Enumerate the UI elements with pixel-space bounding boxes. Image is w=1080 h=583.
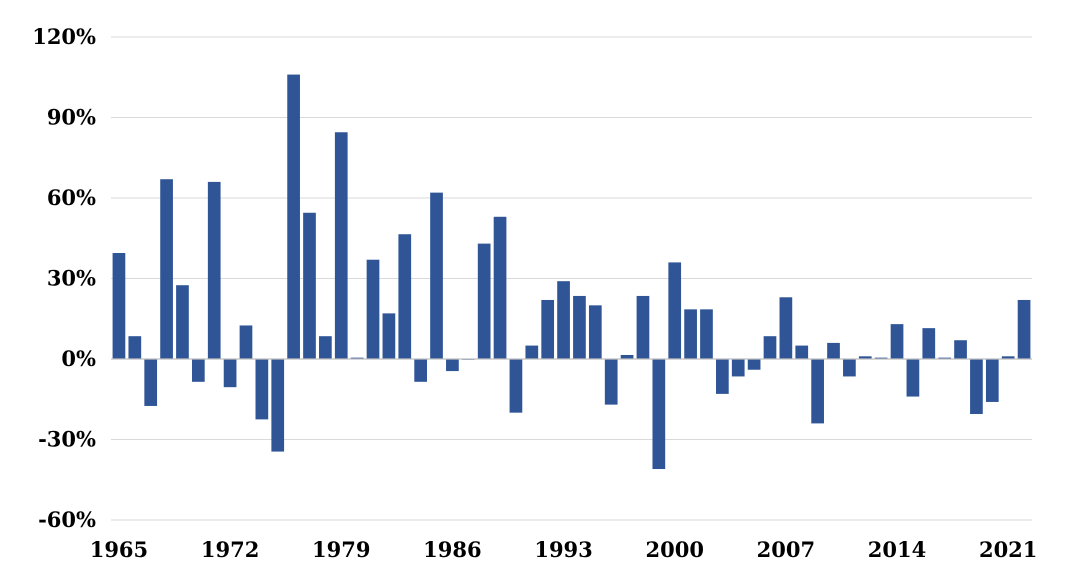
bar-2003 (716, 359, 729, 394)
bar-2017 (938, 357, 952, 359)
x-tick-label: 1965 (90, 537, 148, 562)
bar-1993 (557, 281, 570, 359)
x-tick-label: 2007 (757, 537, 815, 562)
bar-1975 (271, 359, 285, 452)
bar-1973 (239, 325, 253, 359)
bar-1965 (112, 253, 126, 359)
bar-1996 (604, 359, 618, 405)
bar-2020 (985, 359, 999, 402)
bar-1978 (319, 336, 332, 359)
bar-1994 (573, 295, 586, 359)
bar-2013 (874, 357, 888, 359)
y-tick-label: -30% (38, 427, 96, 452)
bar-1969 (176, 285, 189, 359)
bar-2014 (890, 324, 904, 359)
y-tick-label: 120% (32, 24, 96, 49)
y-axis-ticks: -60% -30% 0% 30% 60% 90% 120% (32, 24, 96, 532)
bar-1971 (207, 181, 221, 359)
x-tick-label: 2000 (645, 537, 703, 562)
x-tick-label: 1993 (534, 537, 592, 562)
x-tick-label: 1972 (201, 537, 259, 562)
bar-2012 (858, 356, 872, 359)
bar-2015 (906, 359, 920, 397)
y-tick-label: 90% (47, 105, 96, 130)
bar-1986 (446, 359, 459, 372)
bar-1995 (588, 305, 602, 359)
bar-2019 (970, 359, 983, 415)
y-tick-label: 0% (61, 346, 96, 371)
bar-2016 (922, 328, 936, 359)
bar-1968 (160, 179, 173, 359)
x-tick-label: 1979 (312, 537, 370, 562)
gridlines (111, 36, 1032, 521)
bar-1992 (541, 299, 555, 359)
bar-2007 (779, 297, 793, 359)
bar-2002 (700, 309, 713, 359)
bar-2000 (668, 262, 682, 359)
bar-2011 (843, 359, 856, 377)
bar-2018 (954, 340, 967, 359)
x-tick-label: 1986 (423, 537, 481, 562)
bar-1997 (620, 354, 634, 359)
bar-1981 (366, 259, 380, 359)
bar-1998 (636, 295, 650, 359)
bar-1989 (493, 216, 507, 359)
bar-2010 (827, 342, 840, 359)
bar-1985 (430, 192, 443, 359)
x-tick-label: 2014 (868, 537, 926, 562)
bar-1967 (144, 359, 158, 406)
bar-1979 (334, 132, 348, 359)
bar-2006 (763, 336, 777, 359)
y-tick-label: -60% (38, 507, 96, 532)
bar-2001 (684, 309, 697, 359)
bar-1982 (382, 313, 396, 359)
bar-2005 (747, 359, 761, 370)
bar-1976 (287, 74, 300, 360)
bar-1984 (414, 359, 427, 382)
bar-2004 (731, 359, 745, 377)
bar-1974 (255, 359, 269, 420)
bar-1970 (191, 359, 205, 382)
bar-1977 (303, 212, 316, 359)
bar-2009 (811, 359, 824, 424)
bar-2021 (1001, 356, 1015, 359)
bar-1990 (509, 359, 523, 413)
bar-1972 (223, 359, 237, 388)
bars (112, 74, 1031, 470)
bar-1980 (350, 357, 364, 359)
bar-1983 (398, 234, 412, 359)
bar-1988 (477, 243, 491, 359)
bar-1999 (652, 359, 666, 470)
bar-1966 (128, 336, 142, 359)
y-tick-label: 60% (47, 185, 96, 210)
bar-1991 (525, 345, 539, 359)
x-tick-label: 2021 (979, 537, 1037, 562)
bar-2008 (795, 345, 809, 359)
x-axis-ticks: 1965 1972 1979 1986 1993 2000 2007 2014 2021 (90, 537, 1038, 562)
bar-2022 (1017, 299, 1031, 359)
y-tick-label: 30% (47, 266, 96, 291)
